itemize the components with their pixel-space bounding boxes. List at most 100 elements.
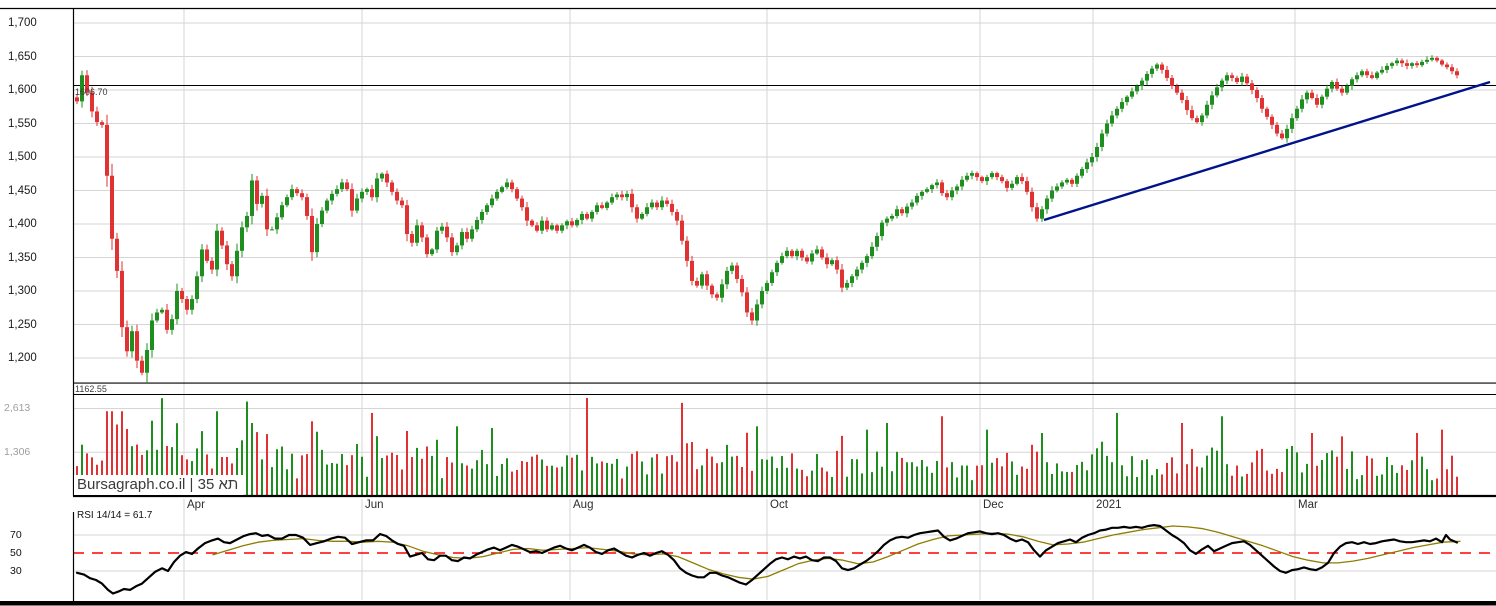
volume-bar [311,421,313,495]
candle-body [985,177,989,182]
candle-body [1130,91,1134,97]
volume-bar [936,460,938,495]
candle-body [1040,209,1044,219]
candle-body [1275,124,1279,134]
candle-body [785,250,789,257]
candle-body [1020,177,1024,182]
candle-body [335,189,339,194]
candle-body [620,194,624,198]
candle-body [1255,90,1259,99]
volume-bar [1271,473,1273,495]
candle-body [1120,102,1124,109]
volume-bar [1301,472,1303,495]
candle-body [745,292,749,313]
volume-bar [536,454,538,495]
candle-body [560,225,564,231]
candle-body [905,206,909,214]
candle-body [1265,108,1269,117]
volume-bar [1011,461,1013,495]
candle-body [135,331,139,361]
candle-body [195,276,199,300]
volume-bar [1311,433,1313,495]
candle-body [75,97,79,102]
candle-body [760,291,764,305]
volume-bar [286,469,288,495]
candle-body [1100,133,1104,147]
volume-bar [691,442,693,495]
candle-body [740,278,744,293]
volume-bar [426,446,428,495]
volume-bar [846,476,848,495]
candle-body [310,215,314,253]
candle-body [380,173,384,179]
volume-bar [861,473,863,495]
candle-body [460,232,464,246]
candle-body [1135,85,1139,92]
candle-body [1340,88,1344,93]
candle-body [710,285,714,295]
volume-bar [1361,475,1363,495]
volume-bar [1316,465,1318,495]
volume-bar [321,449,323,495]
candle-body [510,182,514,190]
candle-body [685,240,689,261]
volume-bar [456,426,458,495]
volume-bar [1286,448,1288,495]
candle-body [1310,92,1314,99]
volume-bar [461,463,463,495]
volume-bar [976,465,978,495]
candle-body [1425,59,1429,62]
candle-body [420,225,424,238]
volume-bar [1226,464,1228,495]
candle-body [725,270,729,285]
volume-bar [706,448,708,495]
volume-bar [556,467,558,495]
candle-body [285,197,289,206]
volume-bar [966,465,968,495]
candle-body [635,207,639,219]
candle-body [820,249,824,258]
candle-body [1030,191,1034,208]
candle-body [450,237,454,253]
candle-body [300,193,304,198]
candle-body [610,197,614,203]
volume-bar [1256,450,1258,495]
volume-bar [491,428,493,495]
candle-body [1155,64,1159,69]
volume-bar [501,464,503,495]
volume-bar [1096,448,1098,495]
candle-body [1400,60,1404,64]
volume-bar [631,453,633,495]
volume-bar [1066,471,1068,495]
volume-bar [911,462,913,495]
candle-body [395,191,399,201]
volume-bar [566,455,568,495]
candle-body [365,189,369,192]
volume-bar [481,449,483,495]
candle-body [475,219,479,230]
candle-body [1175,85,1179,93]
volume-bar [331,462,333,495]
volume-bar [646,474,648,495]
volume-bar [1451,455,1453,495]
volume-bar [1051,473,1053,495]
candle-body [210,260,214,270]
candle-body [1365,71,1369,76]
candle-body [660,200,664,208]
volume-bar [716,463,718,495]
candle-body [180,291,184,300]
volume-bar [381,458,383,495]
volume-bar [576,454,578,495]
volume-bar [401,469,403,495]
candle-body [1240,76,1244,82]
candle-body [295,189,299,194]
candle-body [245,215,249,228]
volume-bar [891,471,893,495]
volume-bar [1341,436,1343,495]
volume-bar [316,431,318,495]
candle-body [255,180,259,204]
volume-bar [1231,475,1233,495]
volume-bar [151,420,153,495]
volume-bar [451,462,453,495]
candle-body [535,225,539,231]
